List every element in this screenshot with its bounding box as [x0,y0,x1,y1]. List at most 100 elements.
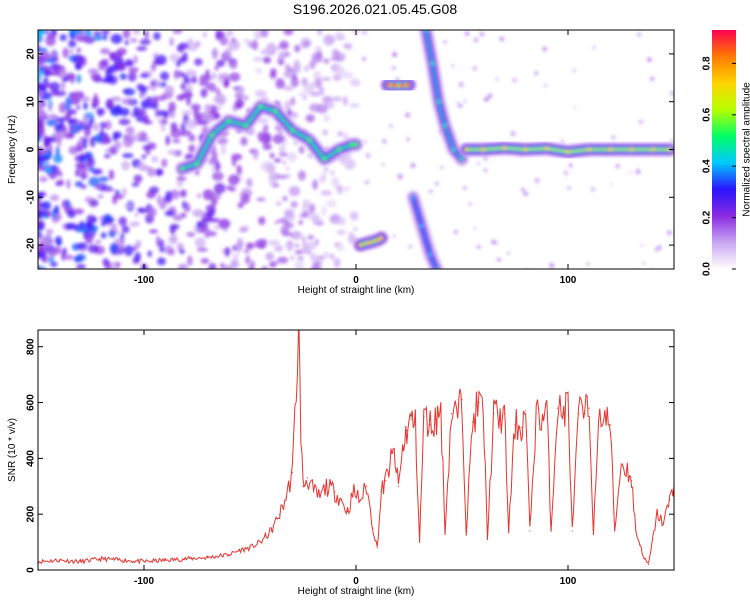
noise-dot [293,140,298,145]
noise-blob [276,200,282,207]
noise-blob [323,34,335,46]
noise-blob [76,47,81,53]
noise-blob [42,76,49,86]
noise-blob [176,176,187,182]
noise-blob [331,96,343,102]
noise-blob [218,218,231,229]
noise-dot [274,260,279,265]
noise-blob [159,246,166,253]
noise-blob [265,252,274,261]
noise-blob [215,30,221,41]
noise-blob [190,103,201,111]
spectral-ridge [406,190,444,269]
noise-blob [318,86,325,96]
noise-blob [85,221,94,230]
snr-point [635,530,637,532]
spectrogram-xtick-label: -100 [134,275,154,286]
noise-blob [294,260,305,269]
spectrogram-ytick-label: -10 [26,190,37,205]
noise-dot [463,99,467,103]
noise-blob [47,248,57,258]
noise-blob [153,31,161,41]
noise-blob [290,96,296,106]
noise-blob [114,189,120,195]
snr-point [541,418,544,420]
ridge-point [434,266,439,269]
noise-blob [131,182,140,187]
noise-blob [139,91,144,100]
noise-dot [473,37,479,43]
noise-blob [55,145,60,157]
spectrogram-ytick-label: 0 [26,146,37,152]
noise-blob [214,65,219,71]
noise-blob [68,39,77,48]
snr-point [444,530,446,532]
noise-blob [38,47,48,53]
noise-blob [102,187,115,192]
noise-blob [176,94,186,101]
noise-dot [457,103,463,109]
noise-blob [298,145,305,155]
noise-blob [137,207,144,213]
noise-blob [336,184,344,195]
noise-blob [337,243,345,252]
noise-blob [297,170,307,181]
ridge-point [322,156,327,162]
noise-dot [391,65,397,71]
noise-blob [133,174,143,183]
noise-blob [38,219,43,227]
noise-blob [297,256,305,261]
noise-blob [62,47,69,59]
ridge-point [481,147,486,152]
noise-blob [310,253,319,263]
snr-point [493,413,495,415]
noise-blob [214,161,221,172]
noise-blob [38,89,45,98]
noise-dot [487,93,493,99]
noise-blob [99,121,107,129]
noise-blob [75,64,81,70]
noise-blob [271,174,277,179]
noise-blob [192,209,205,218]
noise-blob [58,102,67,114]
noise-blob [219,262,225,269]
snr-point [514,424,516,426]
snr-point [605,418,607,420]
noise-blob [79,121,84,126]
noise-blob [172,30,183,34]
ridge-point [523,147,528,152]
noise-blob [158,81,167,88]
noise-blob [258,216,266,226]
noise-blob [161,119,168,125]
noise-blob [98,215,104,221]
noise-blob [110,33,123,44]
ridge-point [179,166,185,171]
noise-dot [635,169,641,175]
noise-blob [102,258,110,267]
noise-blob [46,137,56,142]
noise-blob [198,78,209,86]
noise-blob [225,30,234,37]
snr-point [556,407,559,409]
snr-ytick-label: 600 [26,394,37,411]
noise-dot [544,84,547,87]
snr-ytick-label: 0 [26,567,37,573]
ridge-band [359,237,383,246]
noise-blob [154,54,167,65]
spectrogram-xtick-label: 0 [353,275,359,286]
noise-blob [259,30,269,38]
noise-blob [105,148,110,154]
noise-dot [640,244,644,247]
snr-xlabel: Height of straight line (km) [298,586,415,597]
noise-dot [391,51,398,58]
noise-dot [364,180,369,185]
noise-blob [274,158,282,163]
noise-blob [243,95,249,101]
noise-dot [353,227,358,232]
snr-point [465,530,467,532]
noise-blob [54,212,62,222]
noise-blob [314,78,323,89]
snr-xtick-label: 0 [353,576,359,587]
noise-blob [79,96,91,102]
